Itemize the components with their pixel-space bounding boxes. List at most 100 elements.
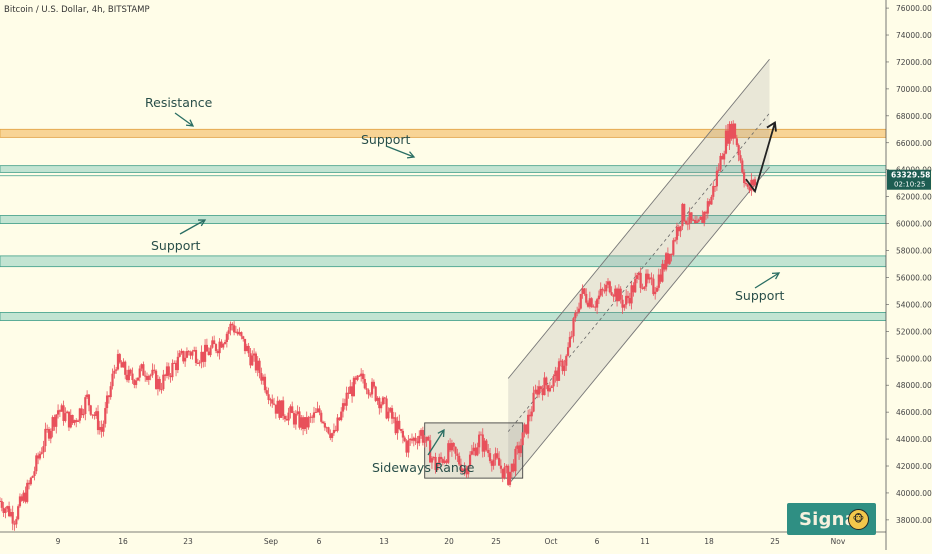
candle-body: [715, 170, 718, 187]
candle-body: [311, 416, 314, 418]
candle-body: [519, 445, 522, 454]
resistance-arrow-head: [185, 119, 195, 127]
candle-body: [249, 353, 252, 366]
candle-body: [425, 436, 428, 442]
sideways-range-label: Sideways Range: [372, 460, 475, 475]
support-arrow-1-head: [406, 151, 416, 159]
candle-body: [566, 347, 570, 356]
candle-body: [683, 203, 686, 221]
candle-body: [548, 388, 552, 392]
candle-body: [670, 253, 673, 255]
candle-body: [336, 417, 339, 431]
candle-body: [86, 394, 89, 398]
candle-body: [367, 389, 370, 395]
price-badge-timer: 02:10:25: [894, 181, 925, 189]
candle-body: [24, 492, 27, 502]
x-tick-label: Nov: [831, 537, 846, 546]
sideways-arrow-head: [437, 428, 445, 438]
candle-body: [490, 461, 493, 466]
candle-body: [98, 426, 101, 431]
candle-body: [361, 373, 365, 380]
candle-body: [198, 362, 201, 364]
candle-body: [434, 456, 437, 470]
candle-body: [409, 438, 412, 441]
candle-body: [33, 471, 36, 477]
candle-body: [20, 496, 23, 501]
candle-body: [443, 460, 446, 463]
candle-body: [585, 293, 588, 303]
candle-body: [717, 169, 720, 171]
candle-body: [630, 285, 633, 304]
candle-body: [251, 355, 254, 366]
candle-body: [84, 397, 87, 414]
candle-body: [419, 430, 423, 436]
candle-body: [247, 345, 250, 354]
x-tick-label: Oct: [545, 537, 558, 546]
candle-body: [80, 408, 83, 416]
candle-body: [401, 430, 405, 438]
candle-body: [95, 411, 98, 416]
candle-body: [343, 403, 346, 406]
candle-body: [465, 468, 468, 475]
projection-arrow: [745, 122, 776, 194]
candle-body: [9, 512, 12, 517]
candle-body: [276, 400, 279, 414]
candle-body: [733, 123, 737, 139]
candle-body: [349, 386, 352, 394]
candle-body: [320, 412, 323, 422]
candle-body: [42, 446, 45, 453]
candle-body: [193, 350, 196, 352]
candle-body: [242, 336, 245, 339]
candle-body: [116, 354, 120, 370]
candle-body: [530, 411, 533, 417]
x-tick-label: 6: [595, 537, 600, 546]
support-arrow-3-head: [771, 272, 781, 280]
candle-body: [450, 442, 454, 451]
candle-body: [347, 392, 350, 394]
candle-body: [340, 411, 343, 421]
candle-body: [287, 412, 290, 421]
candle-body: [706, 201, 709, 214]
candle-body: [160, 389, 163, 391]
candle-body: [726, 130, 729, 144]
candle-body: [724, 130, 728, 154]
candle-body: [135, 380, 138, 385]
candle-body: [44, 428, 47, 447]
candle-body: [369, 394, 372, 396]
candle-body: [262, 376, 265, 381]
candle-body: [675, 226, 679, 240]
candle-body: [58, 410, 61, 412]
candle-body: [704, 211, 708, 214]
x-tick-label: 16: [118, 537, 128, 546]
candle-body: [231, 323, 234, 326]
candle-body: [202, 351, 205, 362]
candle-body: [441, 459, 444, 463]
candle-body: [753, 179, 757, 186]
y-tick-label: 54000.00: [896, 300, 932, 309]
candle-body: [561, 360, 564, 372]
candle-body: [113, 370, 116, 374]
candle-body: [392, 417, 395, 419]
candle-body: [389, 408, 392, 412]
candle-body: [737, 145, 740, 156]
candle-body: [605, 284, 608, 292]
candle-body: [405, 441, 408, 453]
x-tick-label: 25: [491, 537, 501, 546]
candle-body: [35, 455, 38, 472]
support-label-1: Support: [361, 132, 411, 147]
candle-body: [22, 492, 25, 501]
candle-body: [463, 468, 466, 470]
candle-body: [537, 386, 541, 395]
candle-body: [617, 288, 620, 302]
candle-body: [499, 465, 503, 469]
candle-body: [158, 378, 161, 390]
candle-body: [205, 344, 208, 352]
candle-body: [356, 375, 359, 380]
y-axis-panel: [886, 0, 932, 550]
candle-body: [300, 417, 303, 428]
chart-title: Bitcoin / U.S. Dollar, 4h, BITSTAMP: [4, 5, 150, 15]
support-zone-2: [0, 215, 887, 224]
candle-body: [712, 186, 715, 197]
